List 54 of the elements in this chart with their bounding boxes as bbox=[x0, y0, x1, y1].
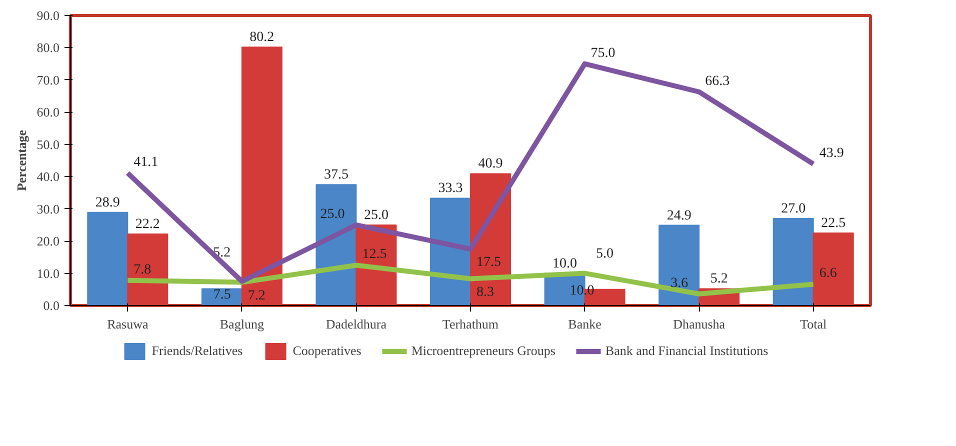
data-label: 17.5 bbox=[476, 255, 501, 270]
x-tick-label: Dadeldhura bbox=[326, 316, 387, 332]
bar bbox=[812, 232, 854, 306]
y-tick-label: 10.0 bbox=[36, 266, 60, 281]
bar bbox=[658, 224, 700, 306]
data-label: 33.3 bbox=[438, 181, 463, 196]
data-label: 8.3 bbox=[476, 284, 494, 300]
data-label: 75.0 bbox=[590, 46, 616, 61]
bar bbox=[772, 218, 814, 306]
data-label: 25.0 bbox=[320, 206, 345, 222]
data-label: 43.9 bbox=[819, 146, 844, 162]
data-label: 5.2 bbox=[710, 272, 728, 287]
legend-label: Microentrepreneurs Groups bbox=[411, 343, 556, 359]
x-tick-label: Rasuwa bbox=[107, 316, 148, 332]
bar bbox=[87, 212, 128, 306]
data-label: 7.5 bbox=[213, 287, 231, 302]
data-label: 12.5 bbox=[362, 247, 387, 262]
y-tick-label: 60.0 bbox=[36, 104, 60, 120]
data-label: 5.0 bbox=[596, 246, 614, 262]
data-label: 6.6 bbox=[819, 266, 837, 282]
x-tick-label: Banke bbox=[568, 316, 602, 332]
data-label: 41.1 bbox=[134, 155, 158, 170]
x-tick-label: Total bbox=[800, 316, 828, 332]
y-tick-label: 20.0 bbox=[36, 234, 60, 249]
data-label: 10.0 bbox=[552, 256, 578, 272]
data-label: 28.9 bbox=[95, 195, 120, 210]
data-label: 37.5 bbox=[324, 168, 348, 183]
x-tick-label: Baglung bbox=[220, 316, 264, 332]
y-tick-label: 70.0 bbox=[36, 72, 60, 88]
data-label: 27.0 bbox=[781, 202, 806, 216]
legend-label: Friends/Relatives bbox=[152, 343, 243, 359]
bar bbox=[127, 233, 168, 306]
y-tick-label: 30.0 bbox=[36, 201, 60, 216]
data-label: 24.9 bbox=[666, 208, 692, 224]
legend-label: Bank and Financial Institutions bbox=[605, 343, 768, 359]
data-label: 22.5 bbox=[821, 216, 846, 231]
y-tick-label: 40.0 bbox=[36, 169, 60, 184]
y-tick-label: 50.0 bbox=[36, 136, 60, 152]
bar bbox=[241, 46, 282, 306]
y-tick-label: 90.0 bbox=[36, 8, 60, 23]
y-tick-label: 0.0 bbox=[43, 298, 60, 313]
data-label: 66.3 bbox=[705, 74, 730, 89]
data-label: 80.2 bbox=[250, 30, 274, 46]
x-tick-label: Dhanusha bbox=[673, 316, 726, 332]
data-label: 7.2 bbox=[248, 288, 266, 304]
y-tick-label: 80.0 bbox=[36, 40, 60, 56]
data-label: 7.8 bbox=[134, 262, 152, 278]
x-tick-label: Terhathum bbox=[442, 316, 499, 332]
legend-label: Cooperatives bbox=[292, 343, 362, 359]
data-label: 22.2 bbox=[135, 216, 160, 232]
data-label: 25.0 bbox=[364, 208, 388, 223]
data-label: 3.6 bbox=[670, 276, 688, 291]
y-axis-title: Percentage bbox=[14, 130, 29, 192]
data-label: 40.9 bbox=[478, 156, 503, 172]
